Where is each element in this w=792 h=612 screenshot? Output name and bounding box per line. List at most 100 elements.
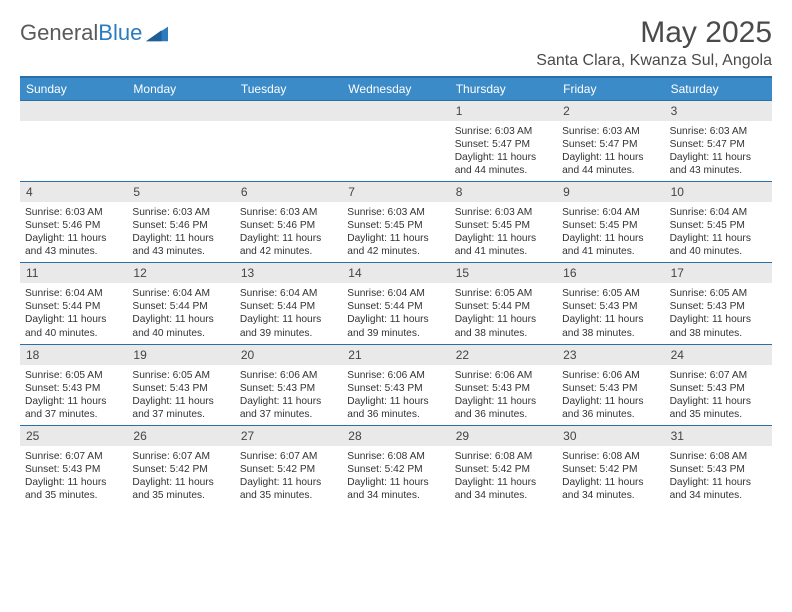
daylight-line: Daylight: 11 hours and 34 minutes. <box>455 476 552 502</box>
daylight-line: Daylight: 11 hours and 35 minutes. <box>670 395 767 421</box>
daylight-line: Daylight: 11 hours and 43 minutes. <box>25 232 122 258</box>
sunset-line: Sunset: 5:43 PM <box>25 382 122 395</box>
daylight-line: Daylight: 11 hours and 38 minutes. <box>455 313 552 339</box>
logo-text: GeneralBlue <box>20 20 142 46</box>
sunset-line: Sunset: 5:42 PM <box>347 463 444 476</box>
sunrise-line: Sunrise: 6:03 AM <box>132 206 229 219</box>
day-info: Sunrise: 6:07 AMSunset: 5:43 PMDaylight:… <box>665 365 772 425</box>
weekday-header: Sunday <box>20 78 127 100</box>
daylight-line: Daylight: 11 hours and 42 minutes. <box>347 232 444 258</box>
sunrise-line: Sunrise: 6:08 AM <box>670 450 767 463</box>
sunset-line: Sunset: 5:45 PM <box>455 219 552 232</box>
daylight-line: Daylight: 11 hours and 36 minutes. <box>455 395 552 421</box>
sunrise-line: Sunrise: 6:05 AM <box>455 287 552 300</box>
sunrise-line: Sunrise: 6:07 AM <box>132 450 229 463</box>
sunrise-line: Sunrise: 6:07 AM <box>25 450 122 463</box>
sunset-line: Sunset: 5:43 PM <box>562 382 659 395</box>
sunrise-line: Sunrise: 6:03 AM <box>670 125 767 138</box>
sunset-line: Sunset: 5:46 PM <box>132 219 229 232</box>
logo-triangle-icon <box>146 24 168 42</box>
week-daynum-row: 18192021222324 <box>20 344 772 365</box>
day-number: 10 <box>665 182 772 202</box>
logo-word-1: General <box>20 20 98 45</box>
sunrise-line: Sunrise: 6:04 AM <box>562 206 659 219</box>
sunrise-line: Sunrise: 6:03 AM <box>240 206 337 219</box>
day-info: Sunrise: 6:06 AMSunset: 5:43 PMDaylight:… <box>342 365 449 425</box>
sunset-line: Sunset: 5:43 PM <box>240 382 337 395</box>
day-number: 19 <box>127 345 234 365</box>
sunset-line: Sunset: 5:45 PM <box>562 219 659 232</box>
week-info-row: Sunrise: 6:03 AMSunset: 5:46 PMDaylight:… <box>20 202 772 262</box>
sunset-line: Sunset: 5:44 PM <box>25 300 122 313</box>
day-number: 18 <box>20 345 127 365</box>
day-info: Sunrise: 6:03 AMSunset: 5:47 PMDaylight:… <box>665 121 772 181</box>
day-number: 28 <box>342 426 449 446</box>
day-info: Sunrise: 6:03 AMSunset: 5:45 PMDaylight:… <box>450 202 557 262</box>
day-info <box>342 121 449 181</box>
daylight-line: Daylight: 11 hours and 38 minutes. <box>562 313 659 339</box>
sunrise-line: Sunrise: 6:04 AM <box>347 287 444 300</box>
logo-word-2: Blue <box>98 20 142 45</box>
sunrise-line: Sunrise: 6:08 AM <box>347 450 444 463</box>
sunset-line: Sunset: 5:44 PM <box>455 300 552 313</box>
day-info: Sunrise: 6:07 AMSunset: 5:42 PMDaylight:… <box>235 446 342 506</box>
sunrise-line: Sunrise: 6:06 AM <box>455 369 552 382</box>
daylight-line: Daylight: 11 hours and 37 minutes. <box>240 395 337 421</box>
sunset-line: Sunset: 5:42 PM <box>132 463 229 476</box>
day-number: 25 <box>20 426 127 446</box>
sunset-line: Sunset: 5:45 PM <box>347 219 444 232</box>
week-daynum-row: 25262728293031 <box>20 425 772 446</box>
day-info <box>20 121 127 181</box>
day-number <box>127 101 234 121</box>
day-info: Sunrise: 6:03 AMSunset: 5:46 PMDaylight:… <box>235 202 342 262</box>
week-daynum-row: 11121314151617 <box>20 262 772 283</box>
day-info: Sunrise: 6:03 AMSunset: 5:45 PMDaylight:… <box>342 202 449 262</box>
sunrise-line: Sunrise: 6:08 AM <box>562 450 659 463</box>
daylight-line: Daylight: 11 hours and 43 minutes. <box>670 151 767 177</box>
day-info: Sunrise: 6:04 AMSunset: 5:45 PMDaylight:… <box>665 202 772 262</box>
day-info: Sunrise: 6:08 AMSunset: 5:43 PMDaylight:… <box>665 446 772 506</box>
day-number: 5 <box>127 182 234 202</box>
day-number: 8 <box>450 182 557 202</box>
sunset-line: Sunset: 5:43 PM <box>562 300 659 313</box>
daylight-line: Daylight: 11 hours and 35 minutes. <box>240 476 337 502</box>
day-info: Sunrise: 6:04 AMSunset: 5:44 PMDaylight:… <box>235 283 342 343</box>
day-info: Sunrise: 6:03 AMSunset: 5:46 PMDaylight:… <box>127 202 234 262</box>
daylight-line: Daylight: 11 hours and 35 minutes. <box>132 476 229 502</box>
daylight-line: Daylight: 11 hours and 41 minutes. <box>455 232 552 258</box>
day-info: Sunrise: 6:08 AMSunset: 5:42 PMDaylight:… <box>450 446 557 506</box>
day-info: Sunrise: 6:03 AMSunset: 5:47 PMDaylight:… <box>450 121 557 181</box>
sunset-line: Sunset: 5:43 PM <box>670 300 767 313</box>
sunrise-line: Sunrise: 6:05 AM <box>132 369 229 382</box>
day-info: Sunrise: 6:04 AMSunset: 5:44 PMDaylight:… <box>342 283 449 343</box>
sunrise-line: Sunrise: 6:05 AM <box>562 287 659 300</box>
day-number: 27 <box>235 426 342 446</box>
sunset-line: Sunset: 5:43 PM <box>670 463 767 476</box>
sunrise-line: Sunrise: 6:07 AM <box>240 450 337 463</box>
day-number: 13 <box>235 263 342 283</box>
sunrise-line: Sunrise: 6:05 AM <box>25 369 122 382</box>
daylight-line: Daylight: 11 hours and 34 minutes. <box>562 476 659 502</box>
daylight-line: Daylight: 11 hours and 36 minutes. <box>562 395 659 421</box>
daylight-line: Daylight: 11 hours and 36 minutes. <box>347 395 444 421</box>
sunrise-line: Sunrise: 6:03 AM <box>347 206 444 219</box>
day-info: Sunrise: 6:05 AMSunset: 5:43 PMDaylight:… <box>557 283 664 343</box>
month-title: May 2025 <box>536 16 772 50</box>
day-info: Sunrise: 6:07 AMSunset: 5:43 PMDaylight:… <box>20 446 127 506</box>
weekday-header: Tuesday <box>235 78 342 100</box>
day-info <box>127 121 234 181</box>
day-number: 29 <box>450 426 557 446</box>
daylight-line: Daylight: 11 hours and 43 minutes. <box>132 232 229 258</box>
day-number: 11 <box>20 263 127 283</box>
sunset-line: Sunset: 5:47 PM <box>455 138 552 151</box>
sunset-line: Sunset: 5:46 PM <box>25 219 122 232</box>
day-info: Sunrise: 6:05 AMSunset: 5:44 PMDaylight:… <box>450 283 557 343</box>
day-number: 1 <box>450 101 557 121</box>
day-number: 9 <box>557 182 664 202</box>
day-number: 7 <box>342 182 449 202</box>
calendar-grid: Sunday Monday Tuesday Wednesday Thursday… <box>20 76 772 506</box>
day-info: Sunrise: 6:04 AMSunset: 5:44 PMDaylight:… <box>127 283 234 343</box>
week-info-row: Sunrise: 6:03 AM Sunset: 5:47 PM Daylight:… <box>20 121 772 181</box>
day-number: 24 <box>665 345 772 365</box>
day-info: Sunrise: 6:06 AMSunset: 5:43 PMDaylight:… <box>557 365 664 425</box>
